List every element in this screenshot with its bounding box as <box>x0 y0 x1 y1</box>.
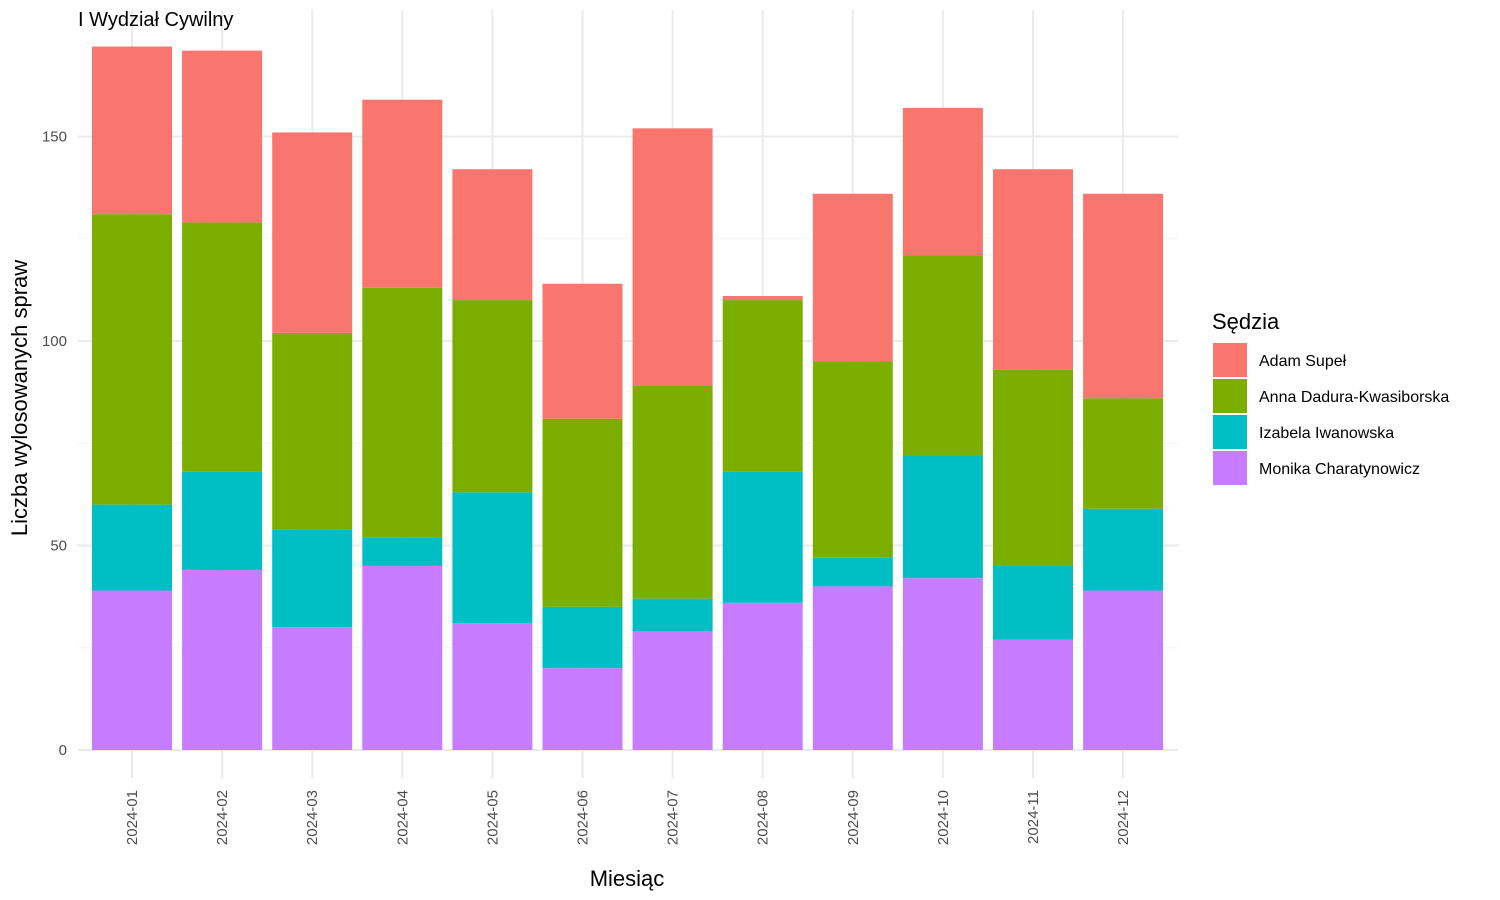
bar-segment <box>452 492 533 624</box>
legend-label: Adam Supeł <box>1259 353 1347 370</box>
x-tick-label: 2024-02 <box>214 790 231 845</box>
bar-segment <box>632 128 713 386</box>
x-tick-label: 2024-08 <box>755 790 772 845</box>
legend-swatch <box>1213 415 1247 449</box>
bar-segment <box>722 602 803 750</box>
bar-segment <box>902 255 983 456</box>
bar-segment <box>632 631 713 750</box>
bar-segment <box>272 132 353 333</box>
x-axis-title: Miesiąc <box>590 866 665 891</box>
bar-segment <box>632 598 713 632</box>
bar-segment <box>632 385 713 599</box>
bar-segment <box>993 169 1073 370</box>
bar-segment <box>92 504 172 591</box>
y-tick-label: 0 <box>59 742 67 759</box>
bar-segment <box>812 557 893 587</box>
x-axis-ticks: 2024-01 2024-02 2024-03 2024-04 2024-05 2024-… <box>124 790 1132 845</box>
bar-segment <box>272 332 353 530</box>
bar-segment <box>993 639 1073 750</box>
y-axis-ticks: 0 50 100 150 <box>42 129 67 760</box>
legend-swatch <box>1213 379 1247 413</box>
y-tick-label: 150 <box>42 129 67 146</box>
bar-segment <box>452 300 533 493</box>
x-tick-label: 2024-01 <box>124 790 141 845</box>
bar-segment <box>812 586 893 750</box>
bar-segment <box>272 627 353 750</box>
bar-segment <box>182 570 263 750</box>
bar-segment <box>182 222 263 472</box>
x-tick-label: 2024-06 <box>575 790 592 845</box>
bar-segment <box>362 537 443 566</box>
x-tick-label: 2024-09 <box>845 790 862 845</box>
bar-segment <box>542 606 623 669</box>
bar-segment <box>812 193 893 362</box>
y-tick-label: 100 <box>42 333 67 350</box>
x-tick-label: 2024-03 <box>304 790 321 845</box>
bar-segment <box>542 283 623 419</box>
bar-segment <box>362 565 443 750</box>
x-tick-label: 2024-07 <box>665 790 682 845</box>
bar-segment <box>92 214 172 505</box>
y-tick-label: 50 <box>50 538 67 555</box>
bar-segment <box>1083 590 1164 750</box>
bar-segment <box>362 99 443 288</box>
bar-segment <box>542 668 623 750</box>
bars-layer <box>92 46 1164 750</box>
bar-segment <box>92 590 172 750</box>
bar-segment <box>722 300 803 472</box>
bar-segment <box>542 418 623 607</box>
legend-items: Adam Supeł Anna Dadura-Kwasiborska Izabela… <box>1213 343 1449 485</box>
bar-segment <box>182 50 263 223</box>
legend-label: Monika Charatynowicz <box>1259 461 1420 478</box>
x-tick-label: 2024-04 <box>394 790 411 845</box>
bar-segment <box>722 471 803 603</box>
legend-label: Anna Dadura-Kwasiborska <box>1259 389 1449 406</box>
bar-segment <box>1083 398 1164 509</box>
bar-segment <box>452 623 533 750</box>
chart-title: I Wydział Cywilny <box>78 9 233 31</box>
x-tick-label: 2024-05 <box>484 790 501 845</box>
bar-segment <box>902 107 983 256</box>
bar-segment <box>1083 193 1164 399</box>
legend-swatch <box>1213 451 1247 485</box>
x-tick-label: 2024-10 <box>935 790 952 845</box>
y-axis-title: Liczba wylosowanych spraw <box>7 260 32 536</box>
bar-segment <box>452 169 533 301</box>
legend-title: Sędzia <box>1212 309 1280 334</box>
bar-segment <box>92 46 172 215</box>
bar-segment <box>362 287 443 538</box>
bar-segment <box>1083 508 1164 591</box>
bar-segment <box>722 296 803 301</box>
bar-segment <box>993 565 1073 640</box>
legend-swatch <box>1213 343 1247 377</box>
x-tick-label: 2024-11 <box>1025 790 1042 844</box>
bar-segment <box>993 369 1073 566</box>
legend-label: Izabela Iwanowska <box>1259 425 1394 442</box>
legend: Sędzia Adam Supeł Anna Dadura-Kwasiborska… <box>1212 309 1449 485</box>
x-tick-label: 2024-12 <box>1115 790 1132 845</box>
bar-segment <box>182 471 263 571</box>
bar-segment <box>272 529 353 628</box>
bar-segment <box>812 361 893 558</box>
bar-segment <box>902 455 983 579</box>
bar-segment <box>902 578 983 750</box>
